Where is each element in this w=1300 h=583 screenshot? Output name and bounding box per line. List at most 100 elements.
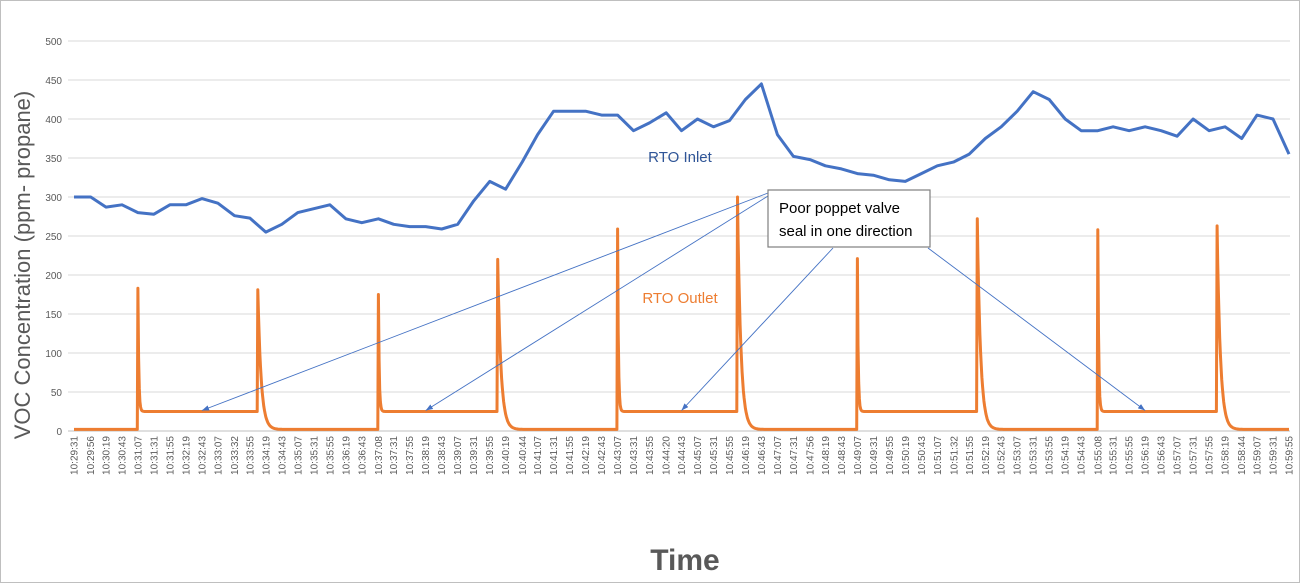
annotation-text-line1: Poor poppet valve [779,200,900,217]
x-tick-label: 10:34:19 [261,436,272,475]
x-tick-label: 10:37:55 [405,436,416,475]
x-tick-label: 10:51:55 [965,436,976,475]
x-tick-label: 10:31:31 [149,436,160,475]
y-tick-label: 500 [45,37,62,48]
gridlines [68,40,1290,432]
x-tick-label: 10:54:19 [1061,436,1072,475]
x-tick-label: 10:50:43 [917,436,928,475]
x-tick-label: 10:56:19 [1141,436,1152,475]
x-tick-label: 10:47:56 [806,436,817,475]
x-tick-label: 10:53:55 [1045,436,1056,475]
series-line-rto-outlet [74,195,1290,431]
x-tick-label: 10:45:07 [693,436,704,475]
annotation-arrows [201,192,1146,411]
x-tick-label: 10:34:43 [277,436,288,475]
x-tick-label: 10:39:07 [453,436,464,475]
x-tick-label: 10:57:55 [1205,436,1216,475]
series-line-rto-inlet [74,82,1291,234]
x-tick-label: 10:59:31 [1269,436,1280,475]
x-tick-label: 10:35:07 [293,436,304,475]
annotation-arrow [201,192,769,411]
x-tick-label: 10:58:44 [1237,436,1248,475]
x-tick-label: 10:40:19 [501,436,512,475]
x-tick-label: 10:49:55 [885,436,896,475]
x-tick-label: 10:57:07 [1173,436,1184,475]
annotation-callout: Poor poppet valve seal in one direction [201,189,1146,411]
x-tick-label: 10:43:31 [629,436,640,475]
annotation-arrow [425,195,769,411]
x-tick-label: 10:44:20 [662,436,673,475]
x-tick-label: 10:43:07 [613,436,624,475]
x-tick-label: 10:56:43 [1157,436,1168,475]
x-tick-label: 10:32:19 [181,436,192,475]
x-tick-label: 10:29:31 [70,436,81,475]
x-tick-label: 10:43:55 [645,436,656,475]
y-tick-label: 0 [56,427,62,438]
x-tick-label: 10:35:55 [325,436,336,475]
x-tick-label: 10:40:44 [518,436,529,475]
x-tick-label: 10:33:55 [245,436,256,475]
x-tick-label: 10:49:31 [869,436,880,475]
x-tick-label: 10:54:43 [1077,436,1088,475]
x-tick-label: 10:39:55 [485,436,496,475]
x-tick-label: 10:45:31 [709,436,720,475]
x-tick-label: 10:31:55 [165,436,176,475]
y-tick-label: 150 [45,310,62,321]
y-tick-label: 200 [45,271,62,282]
y-tick-labels: 0 50 100 150 200 250 300 350 400 450 500 [45,37,62,438]
y-tick-label: 350 [45,154,62,165]
y-tick-label: 250 [45,232,62,243]
x-tick-label: 10:46:43 [757,436,768,475]
annotation-text-line2: seal in one direction [779,223,912,240]
annotation-arrow [927,247,1146,411]
x-tick-label: 10:52:43 [997,436,1008,475]
x-tick-label: 10:36:43 [357,436,368,475]
x-tick-label: 10:35:31 [309,436,320,475]
x-tick-label: 10:52:19 [981,436,992,475]
y-axis-title: VOC Concentration (ppm- propane) [10,91,35,440]
series-label-rto-outlet: RTO Outlet [642,290,718,307]
y-tick-label: 100 [45,349,62,360]
x-tick-label: 10:53:31 [1029,436,1040,475]
x-axis-title: Time [650,544,719,577]
annotation-arrow [681,247,834,411]
x-tick-label: 10:29:56 [86,436,97,475]
y-tick-label: 450 [45,76,62,87]
x-tick-label: 10:55:31 [1109,436,1120,475]
annotation-box [767,189,931,248]
x-tick-label: 10:51:07 [933,436,944,475]
x-tick-label: 10:30:43 [117,436,128,475]
x-tick-label: 10:55:08 [1093,436,1104,475]
x-tick-label: 10:51:32 [949,436,960,475]
x-tick-label: 10:59:07 [1253,436,1264,475]
x-tick-label: 10:37:31 [389,436,400,475]
x-tick-label: 10:38:19 [421,436,432,475]
x-tick-label: 10:46:19 [741,436,752,475]
x-tick-label: 10:42:19 [581,436,592,475]
x-tick-label: 10:33:07 [213,436,224,475]
x-tick-label: 10:58:19 [1221,436,1232,475]
x-tick-label: 10:53:07 [1013,436,1024,475]
x-tick-label: 10:36:19 [341,436,352,475]
x-tick-label: 10:30:19 [101,436,112,475]
y-tick-label: 400 [45,115,62,126]
x-tick-label: 10:41:55 [565,436,576,475]
x-tick-label: 10:45:55 [725,436,736,475]
series-label-rto-inlet: RTO Inlet [648,149,712,166]
x-tick-labels: 10:29:31 10:29:56 10:30:19 10:30:43 10:31:07… [70,436,1296,475]
x-tick-label: 10:37:08 [374,436,385,475]
x-tick-label: 10:49:07 [853,436,864,475]
x-tick-label: 10:47:07 [773,436,784,475]
x-tick-label: 10:47:31 [789,436,800,475]
x-tick-label: 10:39:31 [469,436,480,475]
x-tick-label: 10:57:31 [1189,436,1200,475]
x-tick-label: 10:32:43 [197,436,208,475]
x-tick-label: 10:55:55 [1125,436,1136,475]
x-tick-label: 10:41:07 [533,436,544,475]
x-tick-label: 10:33:32 [230,436,241,475]
y-tick-label: 300 [45,193,62,204]
x-tick-label: 10:41:31 [549,436,560,475]
x-tick-label: 10:48:43 [837,436,848,475]
series-lines [74,82,1291,431]
